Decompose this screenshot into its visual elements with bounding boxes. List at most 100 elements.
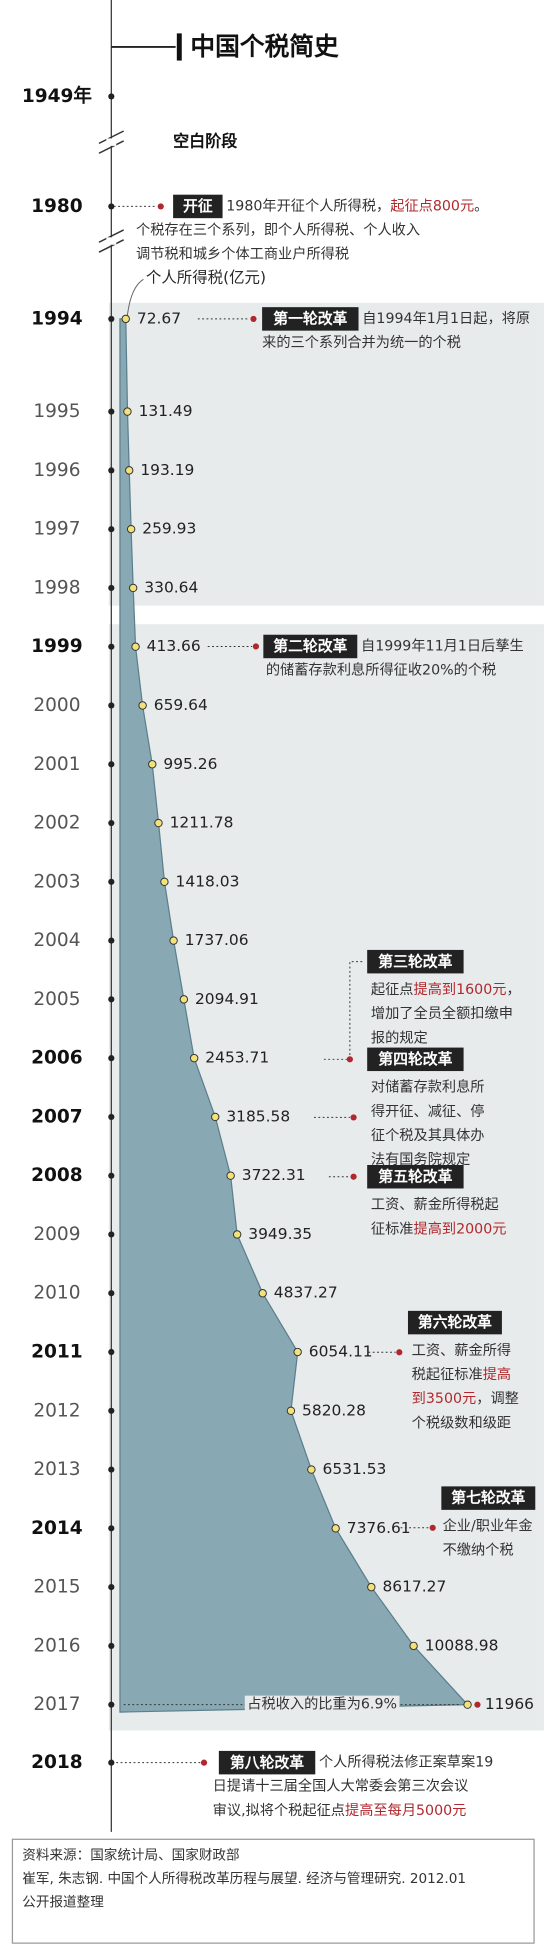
year-label: 2007: [31, 1106, 83, 1127]
annotation-line: 税起征标准提高: [412, 1366, 511, 1383]
annotation-line: 增加了全员全额扣缴申: [371, 1004, 513, 1022]
tag-box: [263, 634, 358, 659]
annotation-text: 自1994年1月1日起，将原: [362, 310, 530, 327]
annotation-line: 法有国务院规定: [371, 1151, 470, 1168]
year-label: 2004: [33, 930, 80, 951]
year-label: 2015: [33, 1577, 80, 1598]
annotation-line: 不缴纳个税: [443, 1542, 514, 1559]
value-label: 10088.98: [425, 1636, 499, 1654]
year-label: 2011: [31, 1342, 83, 1363]
year-label: 2001: [33, 754, 80, 775]
timeline-dot: [108, 1407, 115, 1414]
timeline-dot: [108, 878, 115, 885]
annotation-text: 工资、薪金所得税起: [371, 1196, 499, 1213]
year-label: 2003: [33, 871, 80, 892]
year-label: 2018: [31, 1752, 83, 1773]
annotation-text: 对储蓄存款利息所: [371, 1079, 485, 1096]
timeline-dot: [108, 1525, 115, 1532]
year-label: 1995: [33, 401, 80, 422]
timeline-dot: [108, 1584, 115, 1591]
point: [226, 1171, 235, 1180]
annotation-text: 提高: [483, 1366, 511, 1383]
tag: 开征: [183, 197, 213, 215]
year-label: 2016: [33, 1635, 80, 1656]
tag: 第六轮改革: [418, 1313, 492, 1331]
timeline-dot: [108, 819, 115, 827]
series-leader: [126, 278, 144, 316]
red-dot: [350, 1114, 357, 1121]
annotation-text: 法有国务院规定: [371, 1151, 470, 1168]
annotation-line: 来的三个系列合并为统一的个税: [262, 334, 461, 351]
value-label: 6054.11: [309, 1343, 373, 1361]
value-label: 2094.91: [195, 990, 259, 1008]
timeline-dot: [108, 1055, 115, 1062]
point: [128, 583, 138, 593]
value-label: 995.26: [163, 755, 217, 773]
annotation-line: 自1994年1月1日起，将原: [362, 310, 530, 327]
year-label: 1998: [33, 577, 80, 598]
year-label: 2012: [33, 1400, 80, 1421]
value-label: 4837.27: [274, 1284, 338, 1302]
tag: 第八轮改革: [230, 1753, 304, 1771]
annotation-text: 个税存在三个系列，即个人所得税、个人收入: [136, 222, 420, 239]
value-label: 7376.61: [347, 1519, 411, 1537]
annotation-text: 税起征标准: [412, 1366, 483, 1383]
timeline-dot: [108, 1701, 115, 1708]
annotation-text: 个人所得税法修正案草案19: [319, 1753, 493, 1771]
red-dot: [396, 1349, 403, 1356]
annotation-text: 征个税及其具体办: [371, 1127, 485, 1144]
source-line: 资料来源：国家统计局、国家财政部: [22, 1846, 239, 1863]
value-label: 3949.35: [248, 1225, 312, 1243]
annotation-text: 增加了全员全额扣缴申: [371, 1004, 513, 1022]
annotation-line: 工资、薪金所得税起: [371, 1196, 499, 1213]
point: [126, 524, 136, 534]
timeline-dot: [108, 1231, 115, 1238]
tag: 第四轮改革: [378, 1050, 452, 1068]
annotation-text: 日提请十三届全国人大常委会第三次会议: [213, 1777, 469, 1795]
value-label: 1418.03: [176, 872, 240, 890]
gap-label: 空白阶段: [173, 132, 238, 151]
timeline-dot: [108, 996, 115, 1003]
annotation-line: 征个税及其具体办: [371, 1127, 485, 1144]
point: [331, 1524, 340, 1533]
annotation-line: 报的规定: [371, 1029, 428, 1046]
year-label: 2008: [31, 1165, 83, 1186]
annotation-line: 的储蓄存款利息所得征收20%的个税: [266, 662, 496, 679]
annotation-text: 不缴纳个税: [443, 1542, 514, 1559]
title-bar: [176, 33, 182, 61]
annotation-text: 报的规定: [371, 1029, 428, 1046]
value-label: 3185.58: [226, 1107, 290, 1125]
source-box: [11, 1838, 535, 1944]
point: [121, 314, 130, 324]
tag-box: [173, 194, 223, 219]
tag-box: [367, 949, 464, 974]
value-label: 330.64: [144, 578, 198, 596]
band: [108, 302, 544, 606]
point: [367, 1582, 376, 1592]
timeline-dot: [108, 702, 115, 709]
value-label: 3722.31: [242, 1166, 306, 1184]
point: [123, 407, 132, 416]
annotation-text: 企业/职业年金: [443, 1518, 533, 1535]
year-label: 1949年: [22, 85, 93, 107]
annotation-text: 的储蓄存款利息所得征收20%的个税: [266, 662, 496, 679]
point: [131, 642, 140, 651]
point: [169, 936, 178, 945]
annotation-text: ，调整: [476, 1390, 519, 1407]
timeline-dot: [108, 526, 115, 533]
point: [179, 995, 189, 1004]
value-label: 8617.27: [382, 1578, 446, 1596]
timeline-dot: [108, 584, 115, 592]
year-label: 2005: [33, 989, 80, 1010]
value-label: 259.93: [142, 520, 196, 538]
point: [232, 1230, 242, 1239]
annotation-text: 起征点800元: [390, 197, 474, 214]
point: [307, 1465, 316, 1474]
timeline-dot: [108, 761, 115, 768]
tag: 第二轮改革: [273, 637, 347, 655]
timeline-dot: [108, 1172, 115, 1179]
point: [154, 818, 163, 828]
value-label: 413.66: [147, 637, 201, 655]
